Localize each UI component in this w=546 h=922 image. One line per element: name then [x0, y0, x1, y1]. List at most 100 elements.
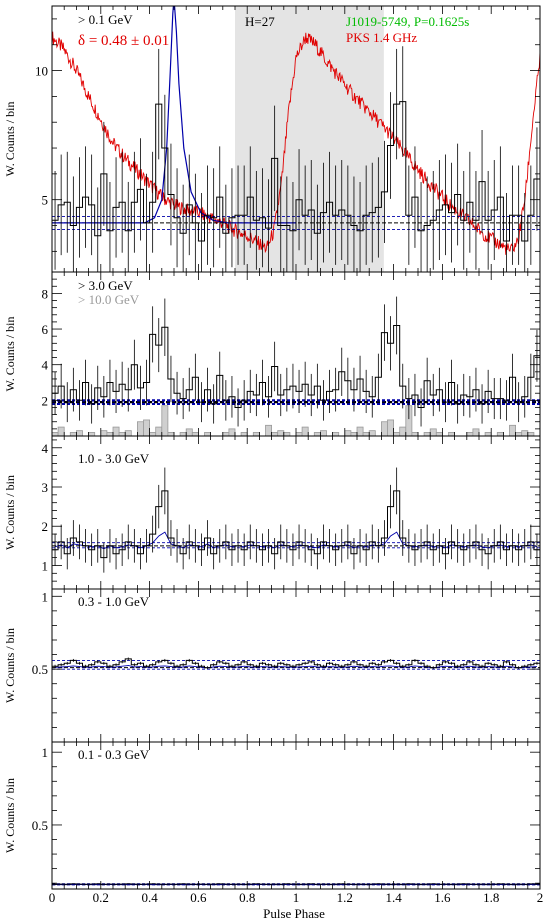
bar-gt-10gev	[448, 432, 455, 436]
energy-range-label: 0.1 - 0.3 GeV	[78, 747, 150, 762]
x-tick-label: 0.8	[239, 890, 255, 905]
x-tick-label: 1.2	[337, 890, 353, 905]
bar-gt-10gev	[271, 432, 279, 436]
energy-range-label-high: > 10.0 GeV	[78, 292, 140, 307]
bar-gt-10gev	[344, 430, 352, 436]
y-axis-label: W. Counts / bin	[3, 475, 17, 550]
y-axis-label: W. Counts / bin	[3, 628, 17, 703]
x-tick-label: 0.4	[141, 890, 158, 905]
bar-gt-10gev	[509, 424, 516, 436]
panel-1-3-gev: 1 2 3 4 W. Counts / bin 1.0 - 3.0 GeV	[3, 435, 541, 590]
model-profile-line	[52, 6, 296, 224]
bar-gt-10gev	[277, 430, 285, 436]
y-tick-label: 1	[42, 558, 49, 573]
bar-gt-10gev	[69, 432, 77, 436]
bar-gt-10gev	[387, 419, 394, 436]
bar-gt-10gev	[52, 432, 59, 436]
x-axis-label: Pulse Phase	[263, 906, 325, 921]
y-tick-label: 10	[35, 64, 48, 79]
bar-gt-10gev	[222, 432, 230, 436]
bar-gt-10gev	[149, 432, 157, 436]
bar-gt-10gev	[240, 432, 248, 436]
bar-gt-10gev	[399, 426, 407, 436]
x-tick-label: 2	[537, 890, 544, 905]
bar-gt-10gev	[411, 432, 419, 436]
shaded-phase-window	[235, 6, 384, 272]
bar-gt-10gev	[252, 432, 260, 436]
y-tick-label: 8	[42, 286, 49, 301]
bar-gt-10gev	[350, 432, 358, 436]
model-profile-line	[54, 665, 538, 669]
bar-gt-10gev	[380, 421, 388, 436]
bar-gt-10gev	[429, 428, 437, 436]
panel-0.1-0.3-gev: 0.5 1 W. Counts / bin 0.1 - 0.3 GeV	[3, 741, 541, 890]
bar-gt-10gev	[228, 428, 236, 436]
y-tick-label: 3	[42, 480, 49, 495]
counts-histogram	[52, 101, 540, 242]
counts-histogram	[52, 325, 540, 408]
energy-range-label: 0.3 - 1.0 GeV	[78, 594, 150, 609]
bar-gt-10gev	[362, 432, 370, 436]
panel-gt-0.1-gev: 5 10 W. Counts / bin > 0.1 GeV δ = 0.48 ± 0.…	[3, 5, 541, 273]
bar-gt-10gev	[155, 426, 163, 436]
bar-gt-10gev	[484, 432, 492, 436]
bar-gt-10gev	[124, 430, 132, 436]
bar-gt-10gev	[466, 432, 474, 436]
x-tick-label: 0	[49, 890, 56, 905]
bar-gt-10gev	[319, 430, 327, 436]
radio-profile-line	[52, 31, 540, 255]
bar-gt-10gev	[191, 432, 199, 436]
bar-gt-10gev	[167, 432, 175, 436]
bar-gt-10gev	[185, 428, 193, 436]
bar-gt-10gev	[393, 432, 401, 436]
bar-gt-10gev	[204, 432, 211, 436]
x-tick-label: 1.8	[483, 890, 499, 905]
x-tick-label: 0.6	[190, 890, 207, 905]
radio-label: PKS 1.4 GHz	[346, 30, 417, 45]
bar-gt-10gev	[106, 432, 114, 436]
energy-range-label: 1.0 - 3.0 GeV	[78, 451, 150, 466]
bar-gt-10gev	[57, 426, 65, 436]
bar-gt-10gev	[161, 405, 169, 436]
y-tick-label: 4	[42, 358, 49, 373]
energy-range-label: > 0.1 GeV	[78, 12, 133, 27]
harmonics-label: H=27	[245, 14, 275, 29]
x-tick-label: 1	[293, 890, 300, 905]
bar-gt-10gev	[435, 432, 443, 436]
y-tick-label: 4	[42, 441, 49, 456]
panel-frame	[51, 741, 541, 890]
bar-gt-10gev	[295, 432, 303, 436]
bar-gt-10gev	[515, 432, 523, 436]
bar-gt-10gev	[112, 426, 120, 436]
bar-gt-10gev	[265, 424, 272, 436]
y-tick-label: 2	[42, 393, 49, 408]
panel-0.3-1-gev: 0.5 1 W. Counts / bin 0.3 - 1.0 GeV	[3, 588, 541, 743]
counts-histogram	[52, 490, 540, 559]
y-axis-label: W. Counts / bin	[3, 102, 17, 177]
bar-gt-10gev	[332, 432, 340, 436]
y-axis-label: W. Counts / bin	[3, 317, 17, 392]
pulsar-label: J1019-5749, P=0.1625s	[346, 14, 469, 29]
energy-range-label: > 3.0 GeV	[78, 278, 133, 293]
bar-gt-10gev	[472, 428, 480, 436]
bar-gt-10gev	[423, 432, 431, 436]
x-tick-label: 1.4	[385, 890, 402, 905]
bar-gt-10gev	[100, 430, 108, 436]
x-tick-label: 0.2	[93, 890, 109, 905]
bar-gt-10gev	[88, 432, 96, 436]
panel-gt-3-gev: 2 4 6 8 W. Counts / bin > 3.0 GeV> 10.0 GeV	[3, 271, 541, 437]
bar-gt-10gev	[368, 430, 376, 436]
y-tick-label: 0.5	[32, 662, 48, 677]
bar-gt-10gev	[527, 432, 535, 436]
x-tick-label: 1.6	[434, 890, 451, 905]
bar-gt-10gev	[283, 432, 291, 436]
y-tick-label: 5	[42, 193, 49, 208]
bar-gt-10gev	[521, 430, 529, 436]
bar-gt-10gev	[301, 426, 309, 436]
y-tick-label: 0.5	[32, 818, 48, 833]
bar-gt-10gev	[356, 426, 364, 436]
y-tick-label: 2	[42, 519, 49, 534]
bar-gt-10gev	[496, 432, 504, 436]
bar-gt-10gev	[136, 421, 144, 436]
